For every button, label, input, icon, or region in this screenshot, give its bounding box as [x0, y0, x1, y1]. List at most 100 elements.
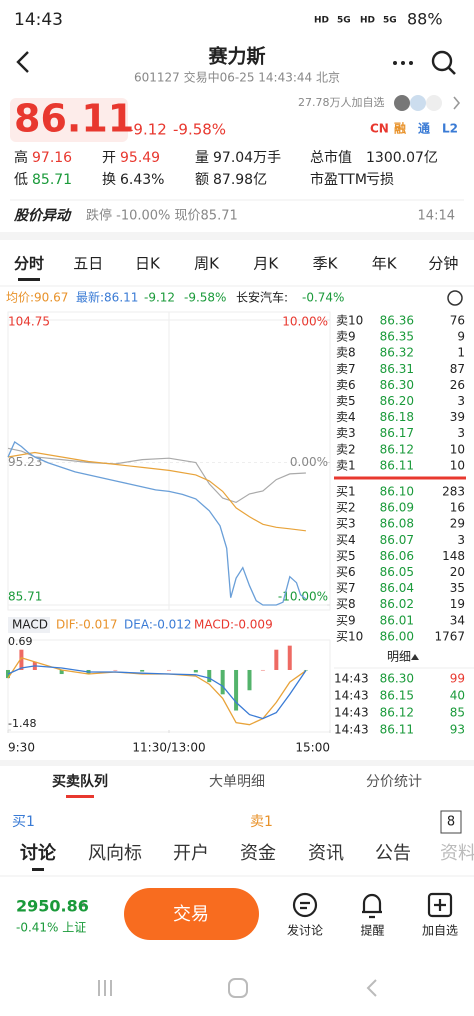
macd-bar: [207, 669, 212, 683]
book-label: 卖10: [336, 314, 363, 328]
macd-bar: [193, 669, 198, 673]
bottom-tab[interactable]: 公告: [375, 843, 411, 864]
last-price: 86.11: [14, 97, 134, 141]
period-tab[interactable]: 分钟: [428, 255, 458, 273]
macd-bar: [220, 669, 225, 695]
detail-label[interactable]: 明细: [387, 650, 411, 664]
bottom-tab[interactable]: 风向标: [88, 843, 142, 864]
search-button[interactable]: [431, 50, 456, 75]
book-price: 86.32: [380, 346, 414, 360]
book-volume: 16: [450, 501, 465, 515]
trade-button-label[interactable]: 交易: [173, 904, 209, 925]
trade-time: 14:43: [334, 706, 369, 720]
more-button[interactable]: [393, 61, 413, 65]
chart-legend: 均价:90.67: [6, 291, 68, 305]
battery: 88%: [407, 10, 443, 29]
book-price: 86.01: [380, 613, 414, 627]
bottom-tab[interactable]: 资料: [440, 843, 474, 864]
bottom-tab[interactable]: 讨论: [20, 842, 57, 864]
stock-subtitle: 601127 交易中06-25 14:43:44 北京: [134, 70, 340, 85]
book-price: 86.12: [380, 442, 414, 456]
bottom-tab-indicator: [32, 868, 44, 871]
action-icons: [292, 892, 453, 919]
action-label[interactable]: 发讨论: [287, 923, 323, 938]
stock-name: 赛力斯: [207, 45, 265, 68]
sub-tab[interactable]: 买卖队列: [52, 773, 108, 790]
status-time: 14:43: [14, 10, 63, 30]
chart-legend: -9.12: [144, 291, 175, 305]
book-label: 卖9: [336, 330, 356, 344]
action-label[interactable]: 加自选: [422, 924, 458, 938]
stat-label: 市盈TTM: [310, 171, 367, 188]
macd-legend: DIF:-0.017: [56, 618, 117, 632]
action-label[interactable]: 提醒: [360, 923, 384, 938]
book-price: 86.11: [380, 458, 414, 472]
sub-tab[interactable]: 大单明细: [209, 774, 265, 790]
macd-box: [8, 617, 50, 633]
period-tab[interactable]: 月K: [253, 255, 279, 273]
period-tab[interactable]: 季K: [313, 255, 339, 273]
book-volume: 1767: [434, 629, 465, 643]
macd-tick-label: -1.48: [8, 717, 36, 730]
book-label: 买5: [336, 549, 356, 563]
trade-price: 86.30: [380, 672, 414, 686]
book-volume: 29: [450, 517, 465, 531]
macd-title: MACD: [12, 618, 48, 632]
y2-tick-label: 0.00%: [290, 455, 328, 469]
followers: 27.78万人加自选: [298, 96, 385, 109]
book-price: 86.08: [380, 517, 414, 531]
book-volume: 10: [450, 458, 465, 472]
stat-value: 87.98亿: [213, 172, 267, 188]
macd-bar: [247, 669, 252, 691]
period-tab[interactable]: 周K: [194, 255, 220, 273]
queue-count: 8: [447, 815, 455, 830]
period-tab[interactable]: 日K: [135, 255, 161, 273]
macd-bar: [234, 669, 239, 711]
book-volume: 19: [450, 597, 465, 611]
sub-tab[interactable]: 分价统计: [366, 774, 422, 790]
y-tick-label: 85.71: [8, 590, 42, 604]
back-button[interactable]: [16, 51, 29, 73]
subtab-indicator: [66, 795, 94, 798]
period-tab[interactable]: 五日: [73, 255, 103, 273]
book-volume: 26: [450, 378, 465, 392]
book-volume: 9: [457, 330, 465, 344]
bottom-tab[interactable]: 开户: [173, 843, 209, 864]
queue-buy: 买1: [12, 814, 35, 830]
bottom-tab[interactable]: 资讯: [308, 843, 344, 864]
macd-bar: [59, 669, 64, 675]
book-label: 买3: [336, 517, 356, 531]
trade-price: 86.15: [380, 689, 414, 703]
bottom-tab[interactable]: 资金: [240, 843, 276, 864]
book-price: 86.18: [380, 410, 414, 424]
book-volume: 3: [457, 394, 465, 408]
book-volume: 148: [442, 549, 465, 563]
trade-volume: 40: [450, 689, 465, 703]
book-label: 卖8: [336, 346, 356, 360]
book-label: 买6: [336, 565, 356, 579]
y-tick-label: 104.75: [8, 315, 50, 329]
period-tab[interactable]: 年K: [372, 255, 398, 273]
book-label: 卖7: [336, 362, 356, 376]
period-tab[interactable]: 分时: [14, 255, 44, 273]
index-value: 2950.86: [16, 897, 89, 916]
stat-label: 开: [102, 150, 116, 166]
stat-label: 额: [195, 172, 209, 188]
signal-icon: 5G: [383, 16, 397, 26]
book-volume: 1: [457, 346, 465, 360]
macd-bar: [274, 649, 279, 670]
trade-time: 14:43: [334, 672, 369, 686]
settings-icon[interactable]: [447, 290, 463, 306]
avatars: [394, 95, 461, 111]
x-tick-label: 15:00: [295, 741, 330, 755]
nav-bar: [98, 978, 377, 998]
stat-value: 亏损: [366, 172, 394, 188]
trade-button[interactable]: [124, 888, 259, 940]
book-volume: 76: [450, 314, 465, 328]
y-tick-label: 95.23: [8, 455, 42, 469]
book-label: 卖1: [336, 458, 356, 472]
book-price: 86.17: [380, 426, 414, 440]
quote-tag: L2: [442, 122, 458, 136]
macd-legend: DEA:-0.012: [124, 618, 192, 632]
signal-icon: HD: [360, 16, 375, 26]
